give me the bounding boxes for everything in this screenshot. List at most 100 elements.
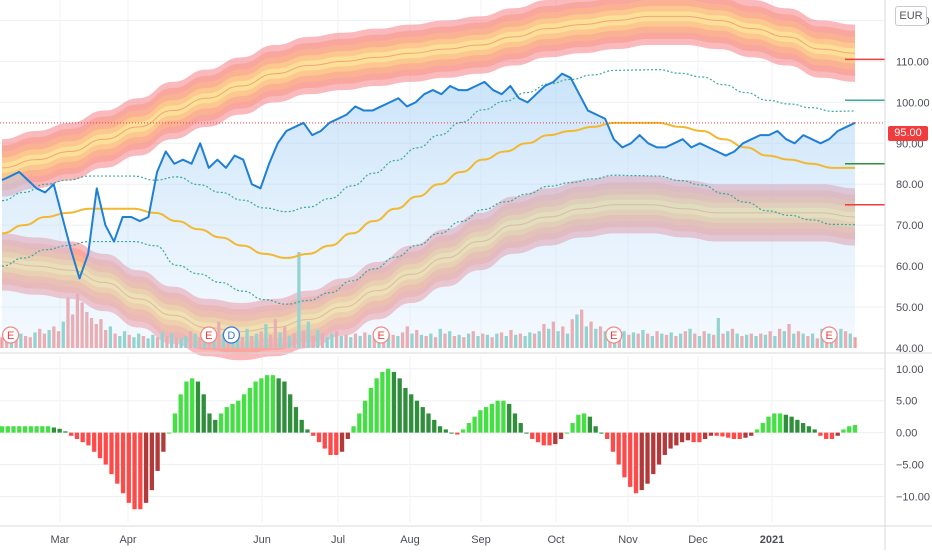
currency-badge[interactable]: EUR (895, 6, 927, 26)
y-tick-label: 110.00 (896, 56, 929, 68)
mid-line (1, 121, 855, 259)
event-marker (200, 326, 218, 344)
oscillator-bar (362, 400, 368, 433)
lower-dotted-line (1, 174, 856, 305)
oscillator-bar (576, 414, 581, 433)
oscillator-bar (28, 426, 33, 433)
oscillator-bar (824, 432, 829, 439)
oscillator-bar (507, 403, 512, 433)
oscillator-bar (316, 432, 322, 443)
oscillator-bar (610, 432, 616, 452)
oscillator-bar (299, 419, 304, 433)
oscillator-bar (651, 432, 656, 475)
oscillator-bar (535, 432, 541, 443)
event-marker-label: E (7, 330, 14, 342)
oscillator-bar (737, 432, 742, 439)
x-tick-label: Sep (471, 534, 491, 546)
oscillator-bar (253, 381, 258, 433)
x-tick-label: Oct (547, 534, 564, 546)
oscillator-bar (368, 387, 374, 433)
oscillator-bar (97, 432, 103, 459)
y-tick-label: 10.00 (896, 364, 924, 376)
oscillator-bar (357, 413, 362, 433)
oscillator-bar (17, 426, 22, 433)
event-marker-label: E (377, 330, 384, 342)
oscillator-bar (120, 432, 126, 494)
oscillator-bar (282, 381, 287, 433)
oscillator-bar (639, 432, 644, 491)
oscillator-bar (772, 413, 777, 433)
oscillator-bar (259, 378, 264, 433)
oscillator-bar (391, 371, 397, 433)
oscillator-bar (5, 426, 10, 433)
upper-band-layer (2, 0, 855, 185)
event-marker (372, 326, 390, 344)
oscillator-bar (731, 432, 737, 439)
oscillator-bar (132, 432, 137, 510)
oscillator-bar (599, 432, 604, 434)
oscillator-bar (80, 432, 85, 443)
x-tick-label: 2021 (760, 534, 784, 546)
oscillator-bar (45, 426, 51, 433)
oscillator-bar (478, 410, 483, 433)
oscillator-bar (92, 432, 97, 452)
oscillator-bar (51, 427, 57, 433)
y-tick-label: 100.00 (896, 97, 930, 109)
oscillator-bar (74, 432, 80, 439)
oscillator-bar (126, 432, 131, 503)
event-marker-label: E (825, 330, 832, 342)
oscillator-bar (530, 432, 535, 439)
oscillator-bar (570, 423, 575, 433)
oscillator-bar (841, 429, 846, 433)
x-tick-label: Aug (400, 534, 420, 546)
oscillator-bar (662, 432, 667, 455)
oscillator-bar (726, 432, 731, 438)
x-tick-label: Apr (119, 534, 136, 546)
oscillator-bar (178, 394, 183, 433)
oscillator-bar (190, 378, 195, 433)
oscillator-bar (847, 426, 852, 433)
x-tick-label: Jul (331, 534, 345, 546)
oscillator-bar (201, 394, 206, 433)
oscillator-bar (645, 432, 650, 484)
oscillator-bar (547, 432, 552, 446)
x-tick-label: Mar (51, 534, 70, 546)
oscillator-bar (593, 426, 598, 433)
oscillator-bar (472, 416, 477, 433)
price-line (1, 72, 856, 280)
y-tick-label: 50.00 (896, 302, 924, 314)
oscillator-bar (777, 413, 783, 433)
oscillator-bar (541, 432, 546, 446)
oscillator-bar (409, 394, 414, 433)
oscillator-bar (679, 432, 685, 443)
oscillator-bar (155, 432, 160, 471)
event-marker (605, 326, 623, 344)
oscillator-bar (708, 432, 714, 436)
oscillator-bar (11, 426, 16, 433)
upper-band-center (1, 15, 856, 169)
oscillator-bar (218, 413, 224, 433)
oscillator-bar (386, 368, 391, 433)
oscillator-bar (587, 416, 593, 433)
oscillator-bar (40, 426, 45, 433)
oscillator-bar (86, 432, 91, 446)
y-tick-label: 5.00 (896, 396, 917, 408)
oscillator-bar (380, 371, 385, 433)
oscillator-bar (760, 423, 765, 433)
oscillator-bar (703, 432, 708, 439)
oscillator-bar (495, 400, 500, 433)
x-tick-label: Nov (618, 534, 638, 546)
oscillator-bar (437, 426, 443, 433)
oscillator-bar (345, 432, 350, 439)
oscillator-bar (432, 419, 437, 433)
oscillator-bar (605, 432, 610, 439)
oscillator-bar (633, 432, 639, 494)
oscillator-bar (339, 432, 345, 452)
oscillator-bar (414, 400, 420, 433)
oscillator-bar (426, 413, 431, 433)
oscillator-bar (247, 387, 252, 433)
oscillator-bar (501, 400, 506, 433)
